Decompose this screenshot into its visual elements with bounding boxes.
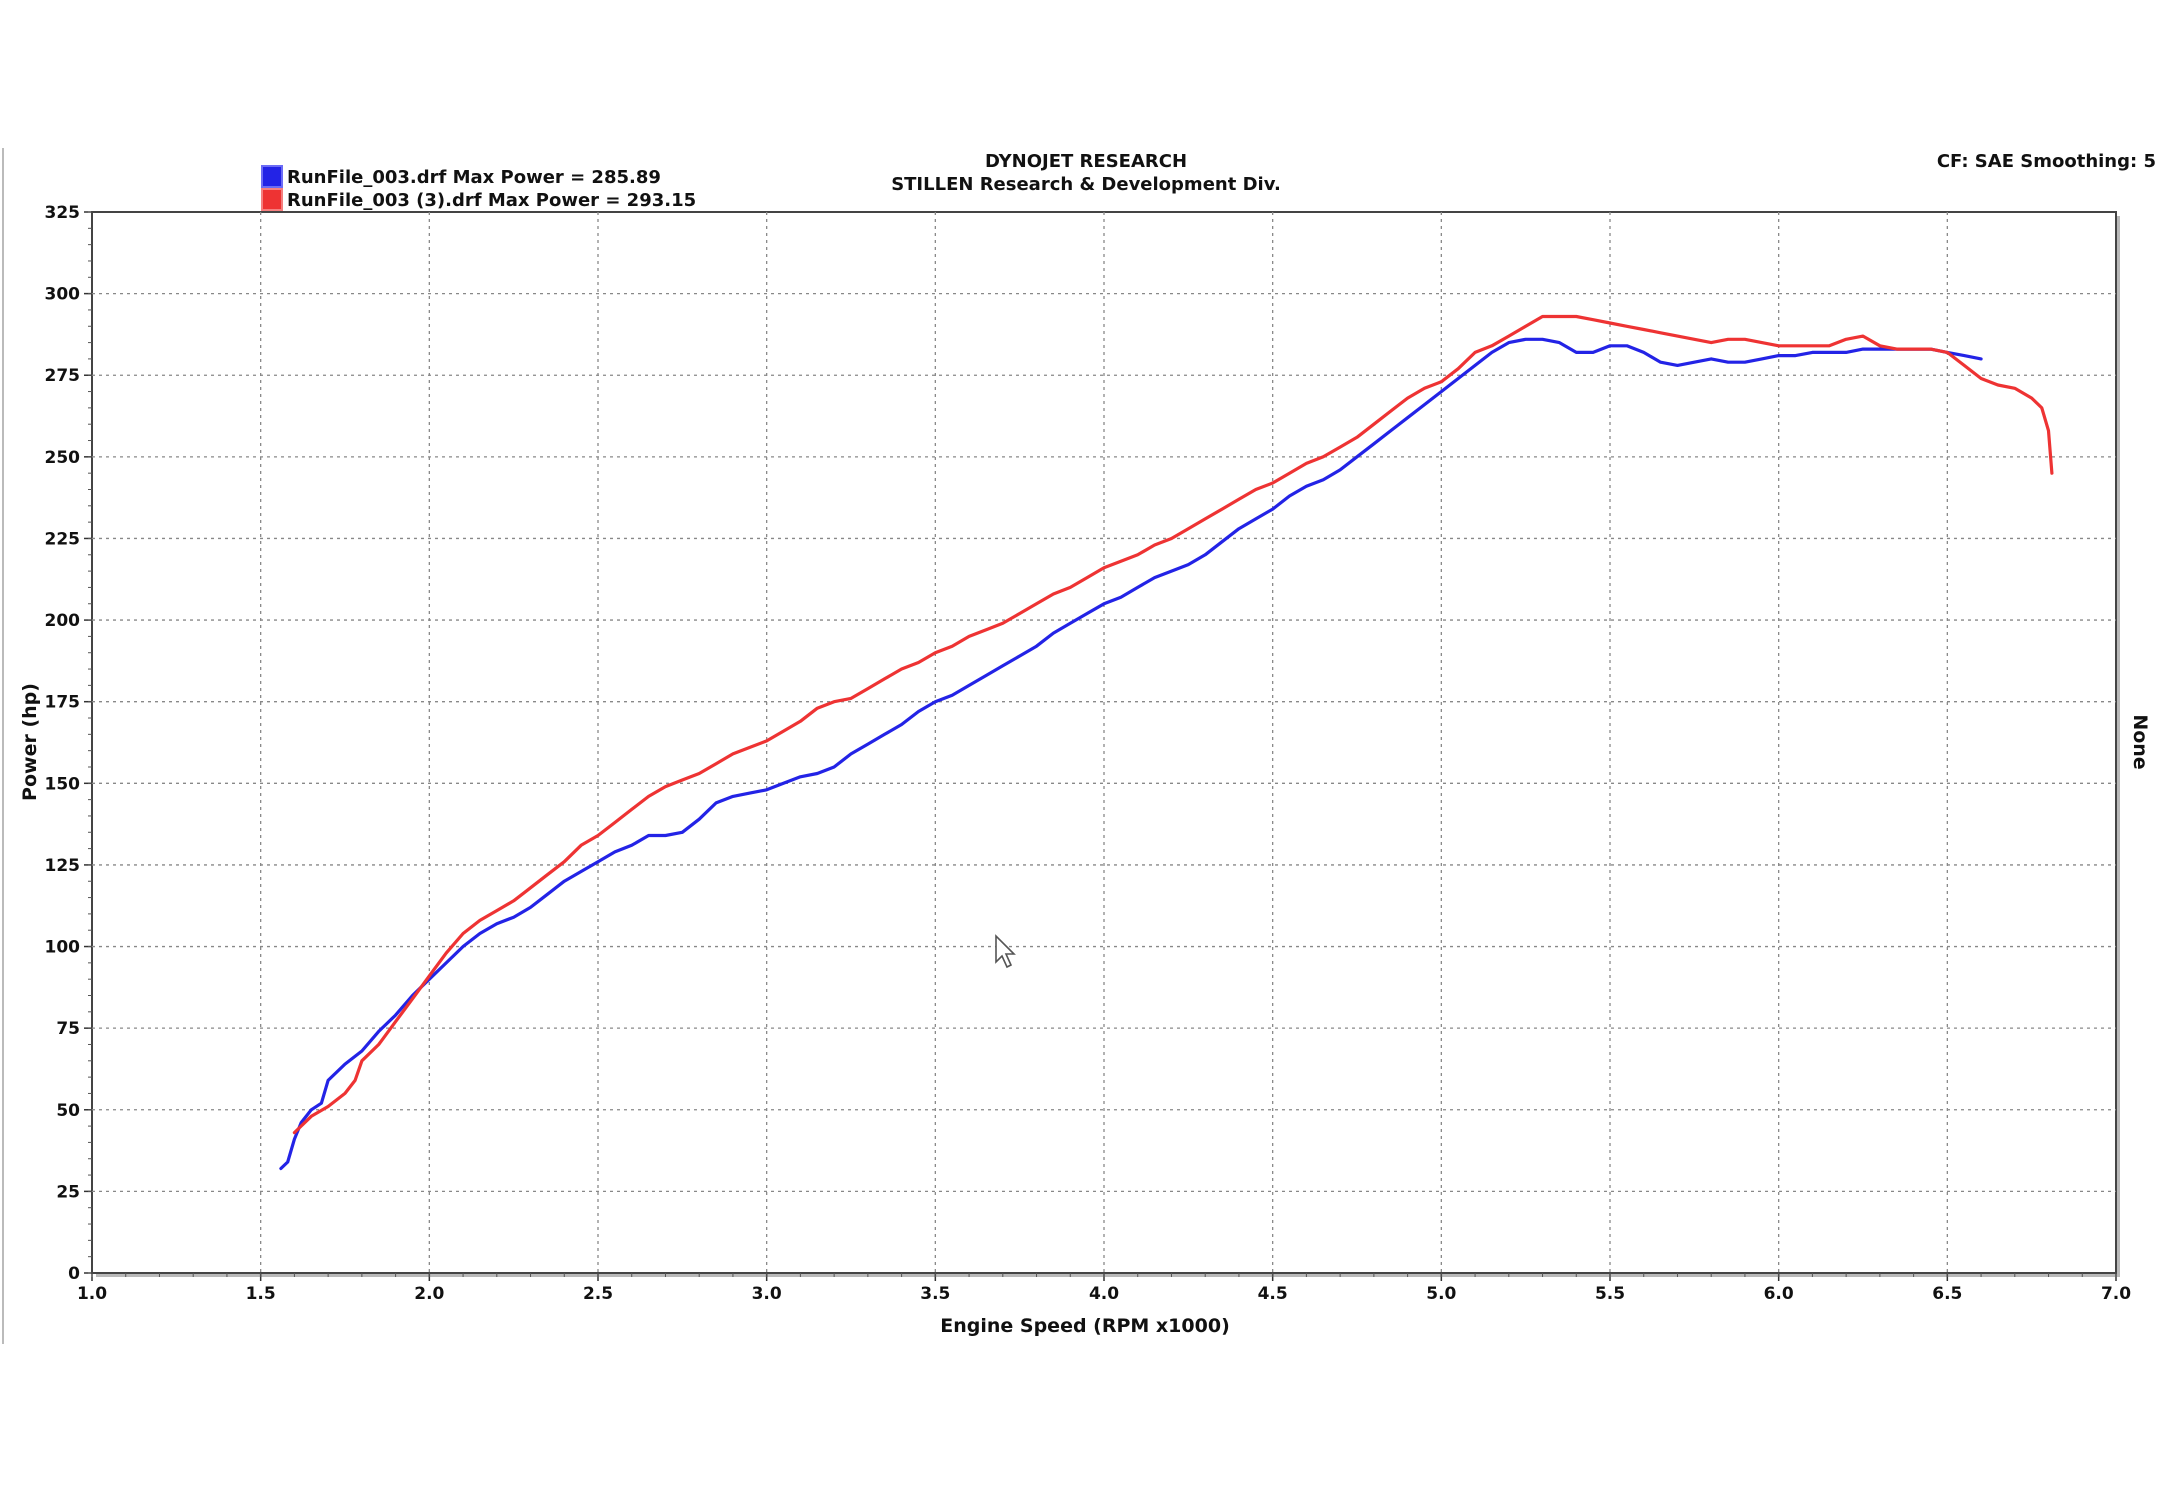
axis-tick-labels: 1.0 1.5 2.0 2.5 3.0 3.5 4.0 4.5 5.0 5.5 6.0 6.5 7.0 0…: [45, 203, 2132, 1304]
x-tick-label: 5.5: [1595, 1284, 1625, 1304]
mouse-cursor-icon: [995, 934, 1016, 969]
y-tick-label: 175: [45, 693, 81, 713]
grid: [92, 212, 2116, 1273]
x-tick-label: 4.0: [1089, 1284, 1119, 1304]
legend-swatch-blue: [261, 165, 283, 188]
legend: RunFile_003.drf Max Power = 285.89 RunFi…: [261, 165, 696, 211]
series-lines: [279, 314, 2054, 1171]
x-tick-label: 1.5: [246, 1284, 276, 1304]
x-tick-label: 1.0: [77, 1284, 107, 1304]
y-tick-label: 150: [45, 774, 81, 794]
legend-swatch-red: [261, 188, 283, 211]
y-tick-label: 300: [45, 285, 81, 305]
series-line-1: [292, 314, 2054, 1135]
y-tick-label: 250: [45, 448, 81, 468]
x-tick-label: 6.0: [1764, 1284, 1794, 1304]
x-tick-label: 3.5: [920, 1284, 950, 1304]
y-tick-label: 125: [45, 856, 81, 876]
series-line-0: [279, 337, 1983, 1171]
axis-ticks: [84, 211, 2117, 1281]
x-tick-label: 4.5: [1258, 1284, 1288, 1304]
chart-settings: CF: SAE Smoothing: 5: [1937, 151, 2156, 172]
y-tick-label: 75: [56, 1019, 80, 1039]
y-tick-label: 0: [68, 1264, 80, 1284]
right-axis-title: None: [2129, 714, 2151, 769]
x-tick-label: 2.0: [414, 1284, 444, 1304]
y-tick-label: 225: [45, 529, 81, 549]
x-tick-label: 2.5: [583, 1284, 613, 1304]
x-tick-label: 6.5: [1932, 1284, 1962, 1304]
legend-label-red: RunFile_003 (3).drf Max Power = 293.15: [287, 190, 696, 211]
y-tick-label: 200: [45, 611, 81, 631]
chart-subtitle: STILLEN Research & Development Div.: [891, 174, 1281, 195]
x-axis-title: Engine Speed (RPM x1000): [940, 1315, 1230, 1337]
x-tick-label: 7.0: [2101, 1284, 2131, 1304]
y-tick-label: 275: [45, 366, 81, 386]
x-tick-label: 3.0: [752, 1284, 782, 1304]
y-tick-label: 50: [56, 1101, 80, 1121]
plot-area: [91, 211, 2117, 1274]
legend-label-blue: RunFile_003.drf Max Power = 285.89: [287, 167, 661, 188]
y-tick-label: 100: [45, 938, 81, 958]
y-tick-label: 25: [56, 1182, 80, 1202]
chart-title: DYNOJET RESEARCH: [985, 151, 1187, 172]
x-tick-label: 5.0: [1426, 1284, 1456, 1304]
y-axis-title: Power (hp): [19, 683, 41, 801]
y-tick-label: 325: [45, 203, 81, 223]
